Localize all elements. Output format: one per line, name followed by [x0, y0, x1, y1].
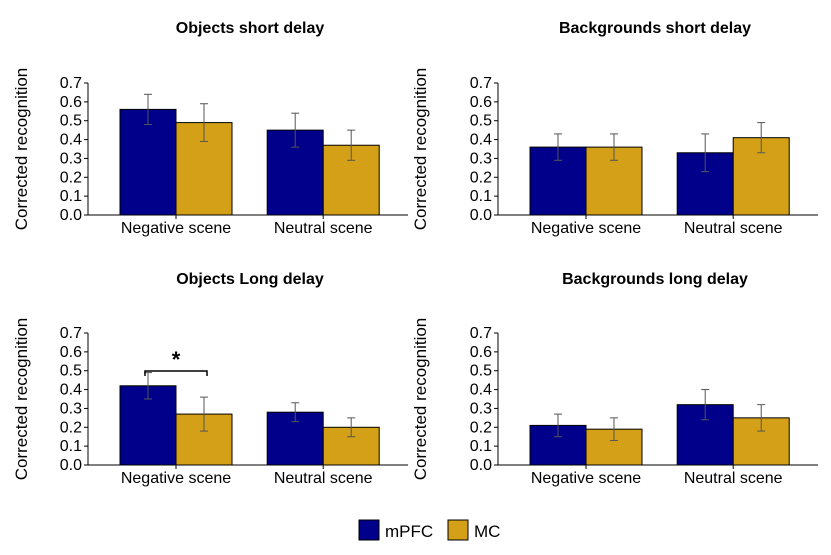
legend-swatch-mpfc — [358, 519, 380, 541]
y-tick-label: 0.2 — [60, 169, 82, 186]
y-tick-label: 0.4 — [470, 132, 492, 149]
y-tick-label: 0.1 — [470, 438, 492, 455]
y-tick-label: 0.3 — [60, 400, 82, 417]
legend-swatch-mc — [447, 519, 469, 541]
y-tick-label: 0.6 — [60, 344, 82, 361]
y-tick-label: 0.7 — [470, 75, 492, 92]
y-tick-label: 0.3 — [470, 400, 492, 417]
legend: mPFC MC — [358, 519, 500, 541]
y-tick-label: 0.5 — [470, 113, 492, 130]
x-category-label: Neutral scene — [274, 220, 373, 237]
chart-panel-3: Objects Long delay Corrected recognition 0… — [12, 271, 408, 487]
x-category-label: Neutral scene — [684, 470, 783, 487]
bar-mpfc-1 — [119, 108, 177, 216]
y-tick-label: 0.5 — [60, 113, 82, 130]
legend-label-mc: MC — [474, 522, 500, 541]
y-tick-label: 0.4 — [60, 132, 82, 149]
y-axis-label: Corrected recognition — [12, 318, 31, 481]
y-tick-label: 0.2 — [60, 419, 82, 436]
y-tick-label: 0.7 — [470, 325, 492, 342]
legend-label-mpfc: mPFC — [385, 522, 433, 541]
chart-panel-4: Backgrounds long delay Corrected recognit… — [411, 271, 818, 487]
y-tick-label: 0.6 — [470, 94, 492, 111]
y-tick-label: 0.0 — [470, 207, 492, 224]
x-category-label: Neutral scene — [684, 220, 783, 237]
chart-title: Backgrounds short delay — [559, 20, 751, 37]
y-axis-label: Corrected recognition — [411, 68, 430, 231]
x-category-label: Negative scene — [531, 220, 641, 237]
chart-title: Backgrounds long delay — [562, 271, 748, 288]
y-tick-label: 0.1 — [60, 438, 82, 455]
x-category-label: Negative scene — [121, 470, 231, 487]
y-tick-label: 0.0 — [470, 457, 492, 474]
x-category-label: Negative scene — [121, 220, 231, 237]
significance-bracket — [144, 370, 208, 376]
y-tick-label: 0.4 — [60, 382, 82, 399]
y-tick-label: 0.4 — [470, 382, 492, 399]
y-tick-label: 0.7 — [60, 325, 82, 342]
chart-panel-2: Backgrounds short delay Corrected recogni… — [411, 20, 818, 237]
y-tick-label: 0.5 — [60, 363, 82, 380]
y-tick-label: 0.2 — [470, 419, 492, 436]
chart-title: Objects Long delay — [176, 271, 324, 288]
y-tick-label: 0.0 — [60, 457, 82, 474]
chart-panel-1: Objects short delay Corrected recognition… — [12, 20, 408, 237]
y-axis-label: Corrected recognition — [12, 68, 31, 231]
y-tick-label: 0.5 — [470, 363, 492, 380]
significance-marker: * — [172, 347, 181, 372]
x-category-label: Neutral scene — [274, 470, 373, 487]
y-tick-label: 0.6 — [60, 94, 82, 111]
y-tick-label: 0.7 — [60, 75, 82, 92]
y-tick-label: 0.6 — [470, 344, 492, 361]
chart-title: Objects short delay — [176, 20, 325, 37]
y-axis-label: Corrected recognition — [411, 318, 430, 481]
y-tick-label: 0.2 — [470, 169, 492, 186]
y-tick-label: 0.1 — [470, 188, 492, 205]
y-tick-label: 0.3 — [60, 150, 82, 167]
y-tick-label: 0.0 — [60, 207, 82, 224]
y-tick-label: 0.3 — [470, 150, 492, 167]
x-category-label: Negative scene — [531, 470, 641, 487]
y-tick-label: 0.1 — [60, 188, 82, 205]
